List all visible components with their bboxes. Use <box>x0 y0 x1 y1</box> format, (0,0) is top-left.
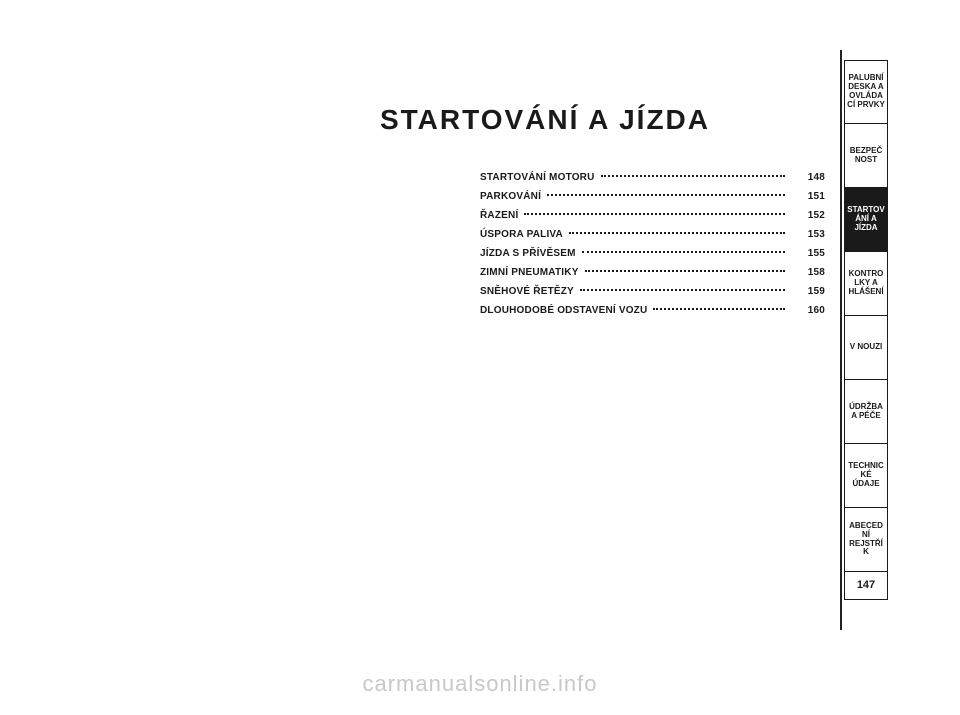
toc-row: ÚSPORA PALIVA 153 <box>480 229 825 248</box>
tab-v-nouzi: V NOUZI <box>844 316 888 380</box>
toc-dots <box>569 232 785 234</box>
page-number: 147 <box>844 572 888 600</box>
toc-page: 148 <box>787 172 825 183</box>
toc-row: STARTOVÁNÍ MOTORU 148 <box>480 172 825 191</box>
toc-row: ZIMNÍ PNEUMATIKY 158 <box>480 267 825 286</box>
tab-udrzba: ÚDRŽBA A PÉČE <box>844 380 888 444</box>
toc-dots <box>601 175 785 177</box>
watermark: carmanualsonline.info <box>0 671 960 697</box>
tab-bezpecnost: BEZPEČNOST <box>844 124 888 188</box>
toc-row: ŘAZENÍ 152 <box>480 210 825 229</box>
toc-page: 155 <box>787 248 825 259</box>
content-border-right <box>840 50 842 630</box>
page: STARTOVÁNÍ A JÍZDA STARTOVÁNÍ MOTORU 148… <box>0 0 960 715</box>
toc-dots <box>580 289 785 291</box>
toc-label: DLOUHODOBÉ ODSTAVENÍ VOZU <box>480 305 651 316</box>
page-title: STARTOVÁNÍ A JÍZDA <box>270 104 820 136</box>
tab-label: BEZPEČNOST <box>847 147 885 165</box>
toc-row: DLOUHODOBÉ ODSTAVENÍ VOZU 160 <box>480 305 825 324</box>
toc-page: 151 <box>787 191 825 202</box>
tab-rejstrik: ABECEDNÍ REJSTŘÍK <box>844 508 888 572</box>
tab-label: ÚDRŽBA A PÉČE <box>847 403 885 421</box>
section-tabs: PALUBNÍ DESKA A OVLÁDACÍ PRVKY BEZPEČNOS… <box>844 60 888 600</box>
tab-label: ABECEDNÍ REJSTŘÍK <box>847 522 885 557</box>
toc-dots <box>585 270 785 272</box>
tab-startovani-a-jizda: STARTOVÁNÍ A JÍZDA <box>844 188 888 252</box>
tab-label: PALUBNÍ DESKA A OVLÁDACÍ PRVKY <box>847 74 885 109</box>
toc-label: ZIMNÍ PNEUMATIKY <box>480 267 583 278</box>
toc-label: PARKOVÁNÍ <box>480 191 545 202</box>
toc-page: 152 <box>787 210 825 221</box>
toc-page: 158 <box>787 267 825 278</box>
toc-row: PARKOVÁNÍ 151 <box>480 191 825 210</box>
tab-palubni-deska: PALUBNÍ DESKA A OVLÁDACÍ PRVKY <box>844 60 888 124</box>
toc-row: SNĚHOVÉ ŘETĚZY 159 <box>480 286 825 305</box>
toc-row: JÍZDA S PŘÍVĚSEM 155 <box>480 248 825 267</box>
page-number-value: 147 <box>857 579 875 591</box>
toc-dots <box>653 308 785 310</box>
tab-label: V NOUZI <box>850 343 882 352</box>
tab-label: TECHNICKÉ ÚDAJE <box>847 462 885 488</box>
toc-label: ÚSPORA PALIVA <box>480 229 567 240</box>
toc-label: STARTOVÁNÍ MOTORU <box>480 172 599 183</box>
toc-label: JÍZDA S PŘÍVĚSEM <box>480 248 580 259</box>
tab-kontrolky: KONTROLKY A HLÁŠENÍ <box>844 252 888 316</box>
toc: STARTOVÁNÍ MOTORU 148 PARKOVÁNÍ 151 ŘAZE… <box>480 172 825 324</box>
tab-label: STARTOVÁNÍ A JÍZDA <box>847 206 885 232</box>
toc-page: 160 <box>787 305 825 316</box>
toc-dots <box>582 251 785 253</box>
toc-dots <box>524 213 785 215</box>
toc-page: 159 <box>787 286 825 297</box>
toc-label: ŘAZENÍ <box>480 210 522 221</box>
tab-label: KONTROLKY A HLÁŠENÍ <box>847 270 885 296</box>
toc-label: SNĚHOVÉ ŘETĚZY <box>480 286 578 297</box>
toc-page: 153 <box>787 229 825 240</box>
toc-dots <box>547 194 785 196</box>
tab-technicke-udaje: TECHNICKÉ ÚDAJE <box>844 444 888 508</box>
